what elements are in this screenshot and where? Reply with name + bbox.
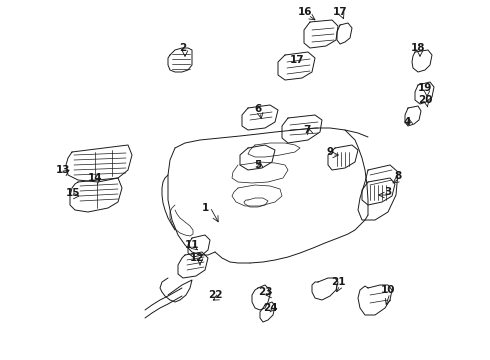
Text: 15: 15 <box>66 188 80 198</box>
Text: 13: 13 <box>56 165 70 175</box>
Text: 16: 16 <box>298 7 312 17</box>
Text: 11: 11 <box>185 240 199 250</box>
Text: 3: 3 <box>384 187 392 197</box>
Text: 21: 21 <box>331 277 345 287</box>
Text: 1: 1 <box>201 203 209 213</box>
Text: 8: 8 <box>394 171 402 181</box>
Text: 17: 17 <box>333 7 347 17</box>
Text: 7: 7 <box>303 125 311 135</box>
Text: 18: 18 <box>411 43 425 53</box>
Text: 23: 23 <box>258 287 272 297</box>
Text: 12: 12 <box>190 253 204 263</box>
Text: 20: 20 <box>418 95 432 105</box>
Text: 2: 2 <box>179 43 187 53</box>
Text: 17: 17 <box>290 55 304 65</box>
Text: 19: 19 <box>418 83 432 93</box>
Text: 22: 22 <box>208 290 222 300</box>
Text: 10: 10 <box>381 285 395 295</box>
Text: 4: 4 <box>403 117 411 127</box>
Text: 6: 6 <box>254 104 262 114</box>
Text: 9: 9 <box>326 147 334 157</box>
Text: 5: 5 <box>254 160 262 170</box>
Text: 14: 14 <box>88 173 102 183</box>
Text: 24: 24 <box>263 303 277 313</box>
